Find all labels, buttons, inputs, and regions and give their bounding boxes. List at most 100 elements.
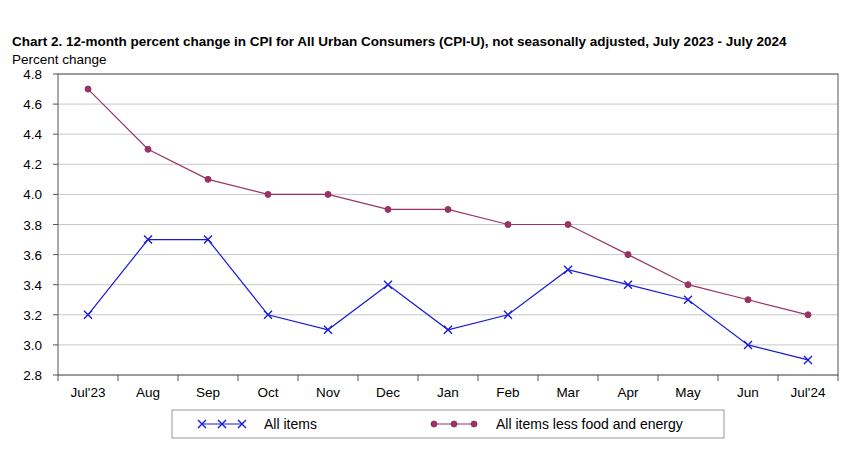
y-tick <box>53 134 58 135</box>
legend: All items All items less food and energy <box>172 410 724 438</box>
series-line <box>88 240 808 360</box>
x-tick-label: Mar <box>556 385 580 400</box>
grid-line <box>58 284 838 285</box>
y-tick <box>53 314 58 315</box>
chart: Chart 2. 12-month percent change in CPI … <box>0 0 860 458</box>
y-tick <box>53 284 58 285</box>
data-point <box>204 236 212 244</box>
x-tick-label: Dec <box>376 385 400 400</box>
x-tick-label: Feb <box>496 385 519 400</box>
x-tick-label: Oct <box>257 385 278 400</box>
data-point <box>744 341 752 349</box>
legend-marker <box>238 420 246 428</box>
x-tick <box>298 375 299 381</box>
data-point <box>565 222 571 228</box>
x-tick-label: Nov <box>316 385 340 400</box>
y-tick <box>53 104 58 105</box>
data-point <box>145 146 151 152</box>
y-tick <box>53 194 58 195</box>
legend-marker <box>451 421 457 427</box>
grid-line <box>58 344 838 345</box>
grid-line <box>58 104 838 105</box>
grid-line <box>58 254 838 255</box>
y-tick-label: 4.6 <box>23 97 42 112</box>
legend-marker <box>218 420 226 428</box>
x-tick <box>418 375 419 381</box>
data-point <box>505 222 511 228</box>
plot-frame <box>58 74 838 375</box>
legend-marker <box>431 421 437 427</box>
y-tick-label: 3.4 <box>23 278 42 293</box>
y-tick <box>53 344 58 345</box>
x-tick <box>598 375 599 381</box>
y-tick-label: 4.2 <box>23 157 42 172</box>
y-tick <box>53 164 58 165</box>
data-point <box>625 252 631 258</box>
data-point <box>264 311 272 319</box>
y-tick <box>53 375 58 376</box>
data-point <box>85 86 91 92</box>
data-point <box>265 191 271 197</box>
x-tick <box>478 375 479 381</box>
grid-line <box>58 314 838 315</box>
data-point <box>84 311 92 319</box>
x-tick <box>238 375 239 381</box>
x-tick <box>178 375 179 381</box>
data-point <box>624 281 632 289</box>
y-tick-label: 3.0 <box>23 338 42 353</box>
x-tick <box>538 375 539 381</box>
data-point <box>445 206 451 212</box>
grid-line <box>58 164 838 165</box>
legend-marker <box>471 421 477 427</box>
data-point <box>564 266 572 274</box>
x-tick <box>718 375 719 381</box>
x-tick <box>778 375 779 381</box>
x-tick-label: Jan <box>437 385 459 400</box>
data-point <box>144 236 152 244</box>
data-point <box>324 326 332 334</box>
x-tick-label: Jul'23 <box>71 385 106 400</box>
x-tick <box>658 375 659 381</box>
x-tick-label: Jul'24 <box>791 385 826 400</box>
data-point <box>685 282 691 288</box>
legend-marker <box>198 420 206 428</box>
x-tick-label: May <box>675 385 701 400</box>
data-point <box>325 191 331 197</box>
data-point <box>805 312 811 318</box>
x-tick-label: Apr <box>617 385 639 400</box>
data-point <box>504 311 512 319</box>
series-line <box>88 89 808 315</box>
x-tick-label: Jun <box>737 385 759 400</box>
y-tick-label: 3.2 <box>23 308 42 323</box>
y-tick <box>53 254 58 255</box>
legend-label: All items less food and energy <box>496 416 683 432</box>
data-point <box>444 326 452 334</box>
y-tick-label: 3.6 <box>23 248 42 263</box>
y-tick-label: 2.8 <box>23 368 42 383</box>
data-point <box>804 356 812 364</box>
x-tick <box>358 375 359 381</box>
x-tick-label: Sep <box>196 385 220 400</box>
title: Chart 2. 12-month percent change in CPI … <box>12 34 787 49</box>
data-point <box>684 296 692 304</box>
data-point <box>205 176 211 182</box>
x-tick <box>118 375 119 381</box>
legend-label: All items <box>264 416 317 432</box>
grid-line <box>58 134 838 135</box>
y-tick-label: 4.4 <box>23 127 42 142</box>
grid-line <box>58 194 838 195</box>
x-tick-label: Aug <box>136 385 160 400</box>
y-tick <box>53 224 58 225</box>
y-tick-label: 4.8 <box>23 67 42 82</box>
grid-line <box>58 224 838 225</box>
data-point <box>385 206 391 212</box>
legend-box <box>172 410 724 438</box>
y-tick-label: 4.0 <box>23 187 42 202</box>
x-tick <box>838 375 839 381</box>
y-tick <box>53 74 58 75</box>
data-point <box>384 281 392 289</box>
x-tick <box>58 375 59 381</box>
y-axis-label: Percent change <box>12 52 107 67</box>
y-tick-label: 3.8 <box>23 218 42 233</box>
plot-area <box>84 86 812 364</box>
